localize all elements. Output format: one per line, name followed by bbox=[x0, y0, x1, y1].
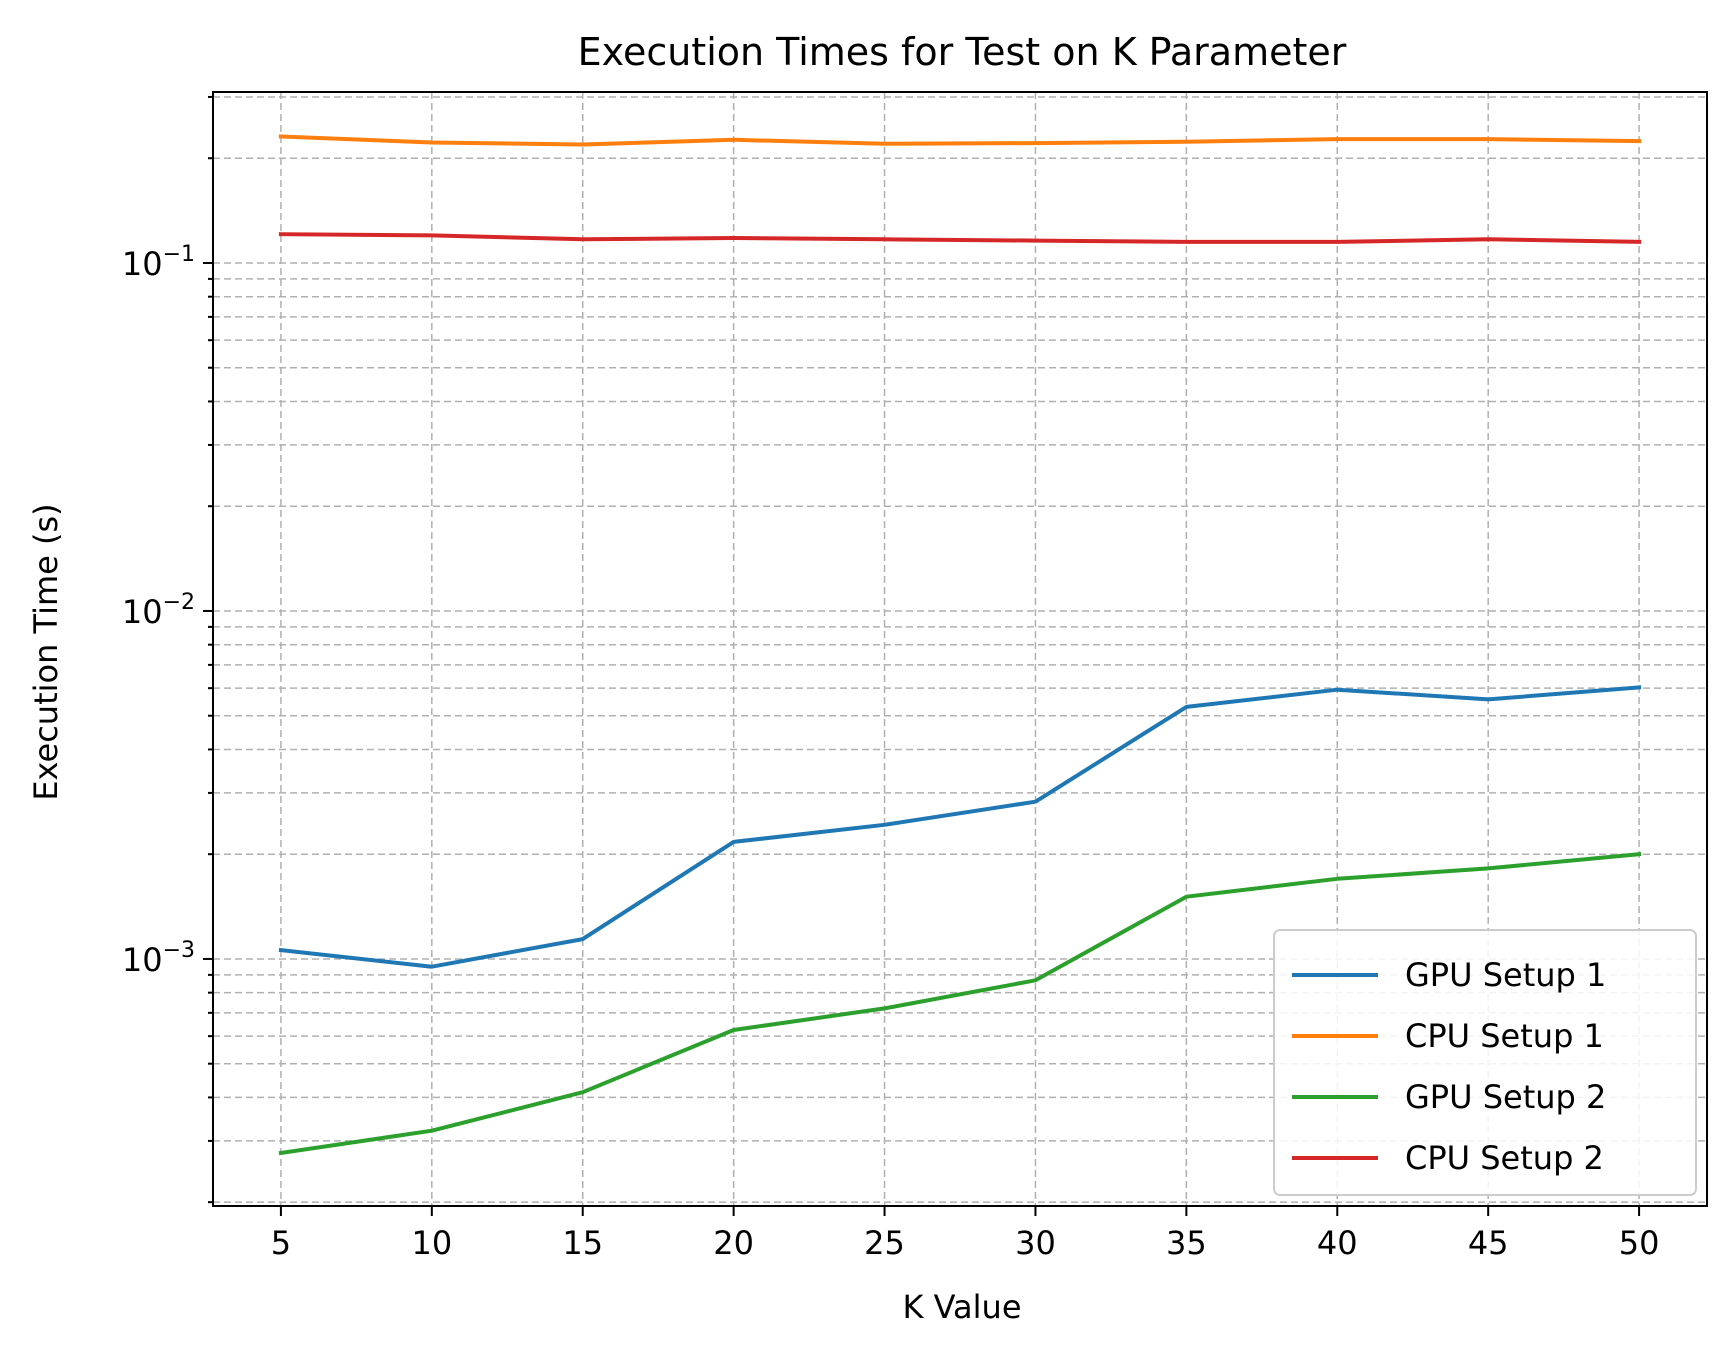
chart-title: Execution Times for Test on K Parameter bbox=[578, 30, 1347, 74]
x-tick-label: 50 bbox=[1619, 1224, 1660, 1262]
legend-label: GPU Setup 2 bbox=[1405, 1078, 1606, 1116]
x-tick-label: 10 bbox=[411, 1224, 452, 1262]
legend-label: CPU Setup 1 bbox=[1405, 1017, 1604, 1055]
y-tick-label: 10−3 bbox=[122, 938, 195, 979]
legend-box bbox=[1273, 929, 1697, 1196]
series-line-1 bbox=[278, 685, 1642, 969]
y-tick-label: 10−1 bbox=[122, 242, 195, 283]
y-tick-label: 10−2 bbox=[122, 590, 195, 631]
legend-label: CPU Setup 2 bbox=[1405, 1139, 1604, 1177]
series-lines bbox=[278, 134, 1642, 1156]
x-tick-label: 15 bbox=[562, 1224, 603, 1262]
x-tick-label: 35 bbox=[1166, 1224, 1207, 1262]
series-line-3 bbox=[278, 852, 1642, 1156]
x-axis-label: K Value bbox=[902, 1288, 1021, 1326]
legend-label: GPU Setup 1 bbox=[1405, 956, 1606, 994]
x-tick-label: 45 bbox=[1468, 1224, 1509, 1262]
plot-area bbox=[212, 91, 1708, 1207]
series-line-2 bbox=[278, 134, 1642, 147]
x-tick-label: 20 bbox=[713, 1224, 754, 1262]
axis-ticks: 5 10 15 20 25 30 35 40 45 50 10−3 10−2 10−1 bbox=[122, 95, 1660, 1262]
x-tick-label: 30 bbox=[1015, 1224, 1056, 1262]
legend: GPU Setup 1 CPU Setup 1 GPU Setup 2 CPU Set… bbox=[1273, 929, 1697, 1196]
series-line-4 bbox=[278, 232, 1642, 244]
x-tick-label: 40 bbox=[1317, 1224, 1358, 1262]
y-axis-label: Execution Time (s) bbox=[27, 503, 65, 800]
x-tick-label: 25 bbox=[864, 1224, 905, 1262]
x-tick-label: 5 bbox=[271, 1224, 291, 1262]
